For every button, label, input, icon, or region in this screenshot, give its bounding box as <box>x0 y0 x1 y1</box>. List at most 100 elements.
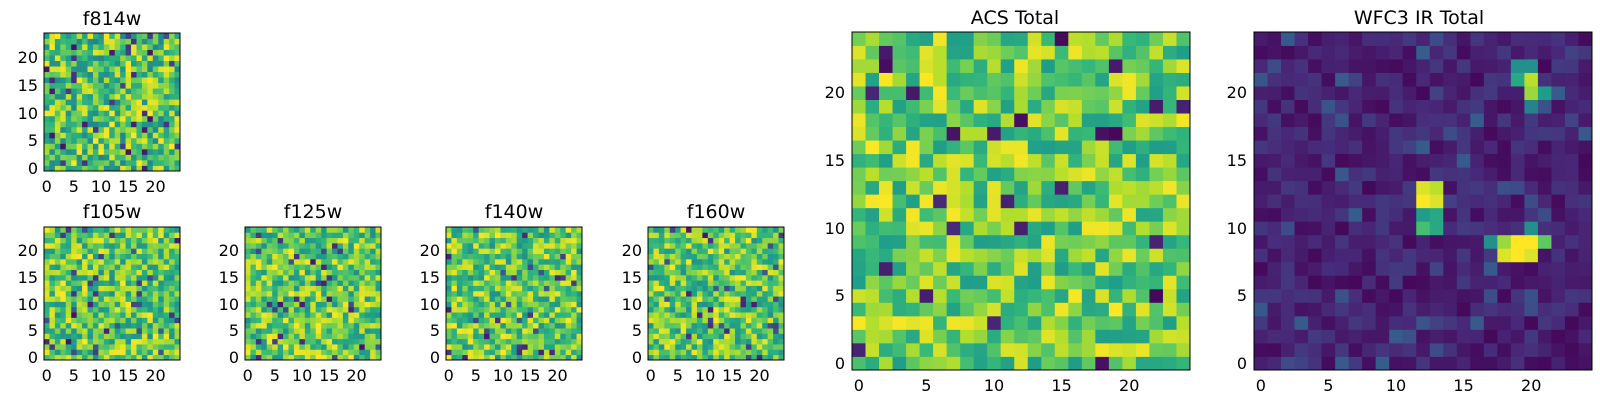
heatmap-cell <box>103 60 110 67</box>
heatmap-cell <box>136 258 143 265</box>
heatmap-cell <box>446 253 452 260</box>
heatmap-cell <box>87 253 94 260</box>
heatmap-cell <box>1135 302 1150 317</box>
heatmap-cell <box>44 143 50 150</box>
heatmap-cell <box>310 232 317 239</box>
heatmap-cell <box>1456 86 1471 100</box>
heatmap-cell <box>1389 356 1404 371</box>
heatmap-cell <box>1081 207 1096 222</box>
heatmap-cell <box>1176 32 1191 46</box>
heatmap-cell <box>767 290 774 297</box>
heatmap-cell <box>261 248 268 254</box>
heatmap-cell <box>98 344 105 350</box>
heatmap-cell <box>1014 72 1029 87</box>
heatmap-cell <box>1524 261 1539 276</box>
heatmap-cell <box>169 344 175 350</box>
heatmap-cell <box>1308 86 1322 100</box>
heatmap-cell <box>1149 342 1164 357</box>
heatmap-cell <box>169 137 175 144</box>
heatmap-cell <box>136 44 143 50</box>
heatmap-cell <box>664 296 671 302</box>
heatmap-cell <box>533 264 539 270</box>
heatmap-cell <box>1294 315 1309 330</box>
heatmap-cell <box>342 264 349 270</box>
heatmap-cell <box>293 349 300 356</box>
heatmap-cell <box>1308 126 1322 141</box>
heatmap-cell <box>152 38 159 45</box>
heatmap-cell <box>315 232 322 239</box>
heatmap-cell <box>44 349 50 356</box>
x-tick-label: 5 <box>471 366 481 385</box>
heatmap-cell <box>49 33 56 39</box>
heatmap-cell <box>152 242 159 249</box>
heatmap-cell <box>272 269 279 276</box>
heatmap-cell <box>1122 153 1137 168</box>
heatmap-cell <box>478 290 485 297</box>
heatmap-cell <box>103 264 110 270</box>
heatmap-cell <box>277 317 284 324</box>
heatmap-cell <box>321 227 327 233</box>
heatmap-cell <box>533 258 539 265</box>
heatmap-cell <box>500 269 507 276</box>
heatmap-cell <box>740 290 747 297</box>
heatmap-cell <box>478 280 485 286</box>
heatmap-cell <box>1537 126 1552 141</box>
heatmap-cell <box>49 99 56 106</box>
heatmap-cell <box>174 93 181 100</box>
heatmap-cell <box>680 296 687 302</box>
heatmap-cell <box>740 306 747 313</box>
heatmap-cell <box>724 328 730 334</box>
heatmap-cell <box>82 44 88 50</box>
heatmap-cell <box>310 338 317 345</box>
heatmap-cell <box>1162 302 1177 317</box>
heatmap-cell <box>702 306 709 313</box>
heatmap-cell <box>648 306 654 313</box>
heatmap-cell <box>98 264 105 270</box>
heatmap-cell <box>60 115 67 122</box>
heatmap-cell <box>762 285 769 292</box>
heatmap-cell <box>554 285 561 292</box>
heatmap-cell <box>261 317 268 324</box>
heatmap-cell <box>54 344 61 350</box>
heatmap-cell <box>1149 207 1164 222</box>
heatmap-cell <box>49 317 56 324</box>
heatmap-cell <box>696 328 703 334</box>
heatmap-cell <box>1470 207 1485 222</box>
heatmap-cell <box>114 227 121 233</box>
heatmap-cell <box>54 253 61 260</box>
heatmap-cell <box>1389 194 1404 209</box>
heatmap-cell <box>669 301 676 308</box>
heatmap-cell <box>1362 194 1377 209</box>
heatmap-cell <box>65 306 72 313</box>
heatmap-cell <box>103 242 110 249</box>
heatmap-cell <box>973 261 988 276</box>
heatmap-cell <box>494 322 501 329</box>
heatmap-cell <box>169 115 175 122</box>
heatmap-cell <box>109 258 116 265</box>
heatmap-cell <box>516 338 523 345</box>
heatmap-cell <box>1335 126 1350 141</box>
heatmap-cell <box>1551 207 1566 222</box>
heatmap-cell <box>332 290 338 297</box>
heatmap-cell <box>852 221 866 236</box>
heatmap-cell <box>375 258 382 265</box>
heatmap-cell <box>54 110 61 117</box>
heatmap-cell <box>478 338 485 345</box>
heatmap-cell <box>293 227 300 233</box>
heatmap-cell <box>315 306 322 313</box>
heatmap-cell <box>1375 234 1390 249</box>
heatmap-cell <box>1041 167 1056 182</box>
heatmap-cell <box>87 115 94 122</box>
heatmap-cell <box>71 33 78 39</box>
heatmap-cell <box>353 280 360 286</box>
heatmap-cell <box>740 280 747 286</box>
heatmap-cell <box>370 274 376 281</box>
heatmap-cell <box>1524 302 1539 317</box>
heatmap-cell <box>713 264 720 270</box>
heatmap-cell <box>288 333 295 340</box>
heatmap-cell <box>960 99 975 114</box>
heatmap-cell <box>565 285 572 292</box>
heatmap-cell <box>1348 126 1363 141</box>
heatmap-cell <box>125 301 132 308</box>
heatmap-cell <box>370 285 376 292</box>
